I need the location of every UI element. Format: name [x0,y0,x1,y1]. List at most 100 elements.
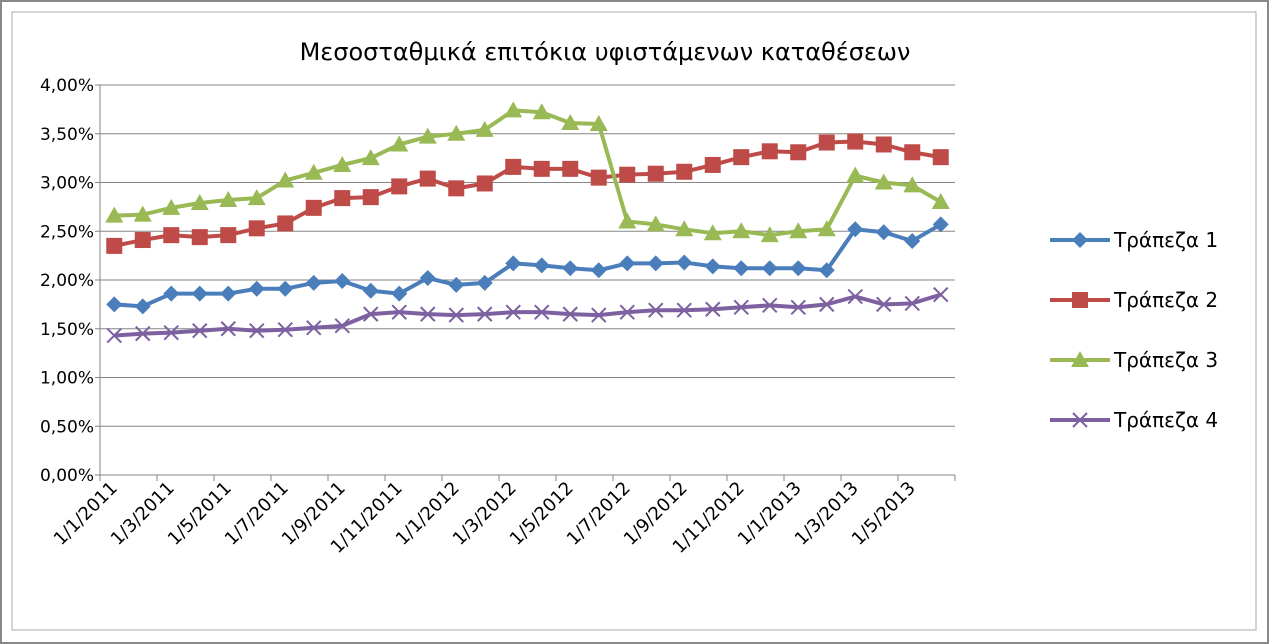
marker [334,272,351,289]
marker [1071,351,1089,367]
marker [733,299,749,316]
marker [733,260,750,277]
marker [220,285,237,302]
marker [476,274,493,291]
marker [477,306,493,322]
marker [390,135,409,152]
marker [590,169,607,186]
marker [448,180,465,197]
marker [904,295,920,312]
legend-label: Τράπεζα 3 [1113,348,1218,372]
marker [248,280,265,297]
series-line [114,292,942,338]
marker [761,143,778,160]
marker [249,322,265,339]
marker [903,176,922,193]
marker [334,318,350,334]
marker [846,166,865,183]
legend-label: Τράπεζα 4 [1113,408,1218,432]
marker [305,274,322,291]
marker [419,170,436,187]
marker [703,224,722,241]
marker [135,325,151,342]
marker [904,144,921,161]
y-tick-label: 2,50% [40,222,94,242]
marker [133,205,152,222]
marker [562,160,579,177]
marker [190,193,209,210]
marker [562,260,579,277]
marker [817,220,836,237]
marker [676,302,692,318]
marker [505,304,521,320]
y-tick-label: 1,50% [40,320,94,340]
marker [933,286,949,303]
marker [191,285,208,302]
marker [534,304,550,320]
marker [647,255,664,272]
marker [448,307,464,323]
marker [419,270,436,287]
marker [818,134,835,151]
marker [247,189,266,206]
marker [789,222,808,239]
marker [418,127,437,144]
marker [790,144,807,161]
y-tick-label: 3,00% [40,174,94,194]
marker [163,285,180,302]
marker [106,296,123,313]
marker [932,216,949,233]
marker [476,175,493,192]
legend-label: Τράπεζα 2 [1113,288,1218,312]
marker [333,155,352,172]
marker [277,322,293,338]
marker [362,282,379,299]
marker [391,304,407,320]
marker [619,255,636,272]
marker [704,156,721,173]
y-tick-label: 0,00% [40,466,94,486]
marker [1072,292,1088,308]
marker [847,133,864,150]
marker [248,220,265,237]
y-tick-label: 3,50% [40,125,94,145]
marker [277,215,294,232]
marker [874,173,893,190]
marker [676,254,693,271]
marker [704,258,721,275]
marker [619,166,636,183]
marker [220,321,236,337]
marker [876,296,892,313]
marker [191,229,208,246]
marker [532,103,551,120]
marker [875,136,892,153]
marker [589,115,608,131]
marker [819,296,835,313]
marker [675,220,694,237]
y-tick-label: 0,50% [40,417,94,437]
marker [219,191,238,208]
marker [533,257,550,274]
y-tick-label: 2,00% [40,271,94,291]
marker [847,221,864,238]
marker [847,288,863,305]
marker [505,255,522,272]
marker [163,227,180,244]
marker [504,101,523,118]
marker [134,298,151,315]
marker [733,149,750,166]
marker [475,120,494,137]
chart-frame [11,11,1257,631]
marker [105,206,124,223]
marker [276,171,295,188]
marker [505,158,522,175]
marker [705,301,721,317]
marker [762,297,778,314]
marker [618,212,637,229]
marker [647,165,664,182]
chart-title: Μεσοσταθμικά επιτόκια υφιστάμενων καταθέ… [300,38,911,66]
marker [220,227,237,244]
marker [732,222,751,239]
marker [533,160,550,177]
